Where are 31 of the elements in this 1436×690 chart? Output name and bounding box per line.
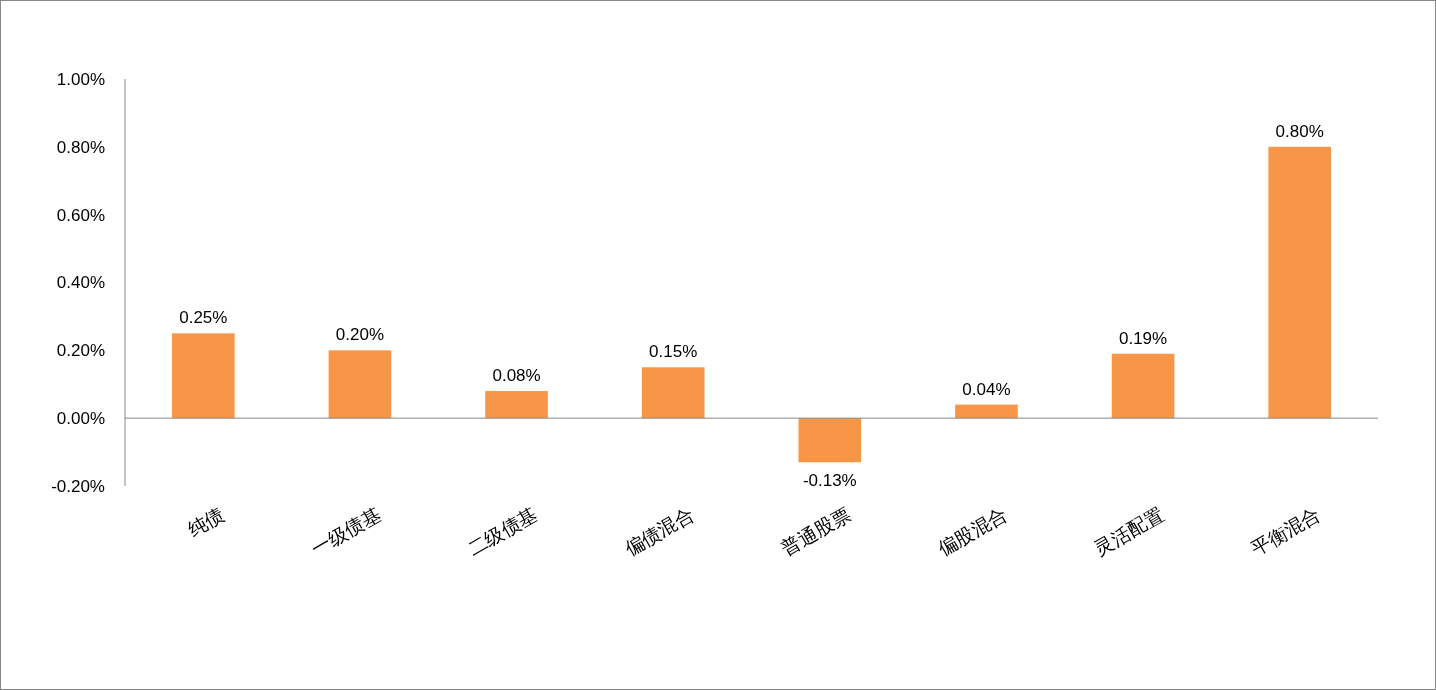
x-tick-label: 普通股票: [777, 502, 855, 560]
y-tick-label: 0.00%: [56, 409, 105, 429]
data-label: 0.25%: [179, 308, 228, 328]
y-tick-label: 0.80%: [56, 137, 105, 157]
bar: [798, 418, 862, 463]
bar: [171, 333, 235, 419]
y-tick-label: 0.20%: [56, 341, 105, 361]
x-tick-label: 偏债混合: [620, 502, 698, 560]
x-tick-label: 灵活配置: [1090, 502, 1168, 560]
bar: [955, 404, 1018, 419]
x-tick-label: 二级债基: [463, 502, 541, 560]
bar: [641, 367, 705, 419]
x-tick-label: 纯债: [183, 502, 228, 541]
y-tick-label: 0.60%: [56, 205, 105, 225]
data-label: 0.20%: [335, 325, 385, 345]
bar: [1111, 353, 1175, 419]
data-label: -0.13%: [802, 471, 857, 491]
data-label: 0.15%: [649, 342, 698, 362]
y-tick-label: 0.40%: [56, 273, 105, 293]
x-tick-label: 偏股混合: [933, 502, 1011, 560]
data-label: 0.04%: [962, 379, 1011, 399]
x-tick-label: 平衡混合: [1247, 502, 1324, 560]
bar: [328, 350, 392, 419]
x-tick-label: 一级债基: [307, 502, 385, 560]
y-tick-label: 1.00%: [56, 69, 105, 89]
bar: [485, 391, 548, 419]
bar: [1268, 146, 1332, 419]
y-tick-label: -0.20%: [51, 476, 105, 496]
data-label: 0.08%: [492, 366, 541, 386]
data-label: 0.19%: [1118, 328, 1168, 348]
data-label: 0.80%: [1275, 121, 1324, 141]
